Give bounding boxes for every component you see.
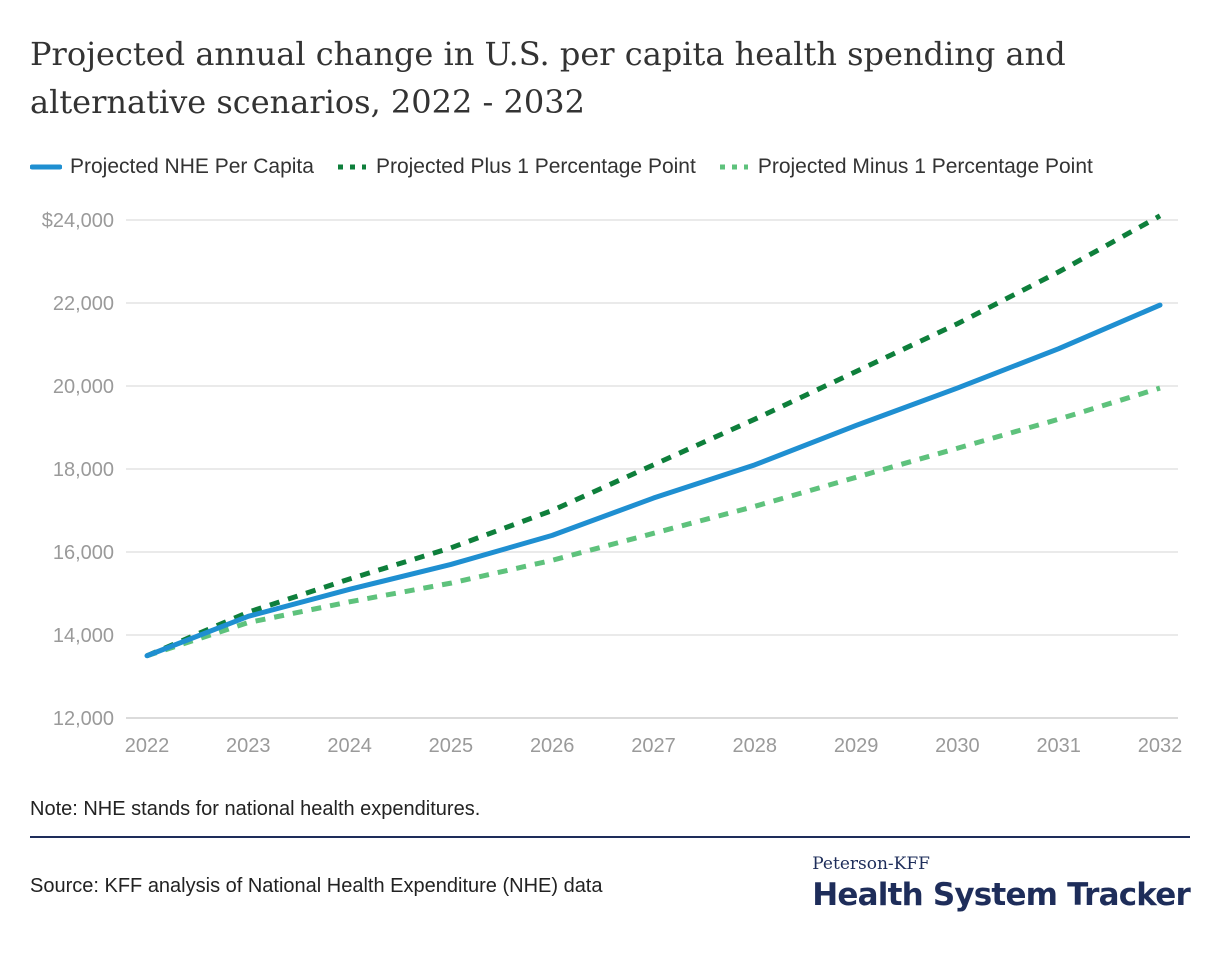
y-tick-label: 16,000 <box>53 542 114 564</box>
line-chart: 12,000 14,000 16,000 18,000 20,000 22,000 $24,… <box>42 210 1183 757</box>
legend-swatch-minus <box>719 164 748 170</box>
chart-source: Source: KFF analysis of National Health … <box>30 875 603 897</box>
brand-logo: Peterson-KFF Health System Tracker <box>812 853 1191 915</box>
x-tick-label: 2025 <box>429 735 474 757</box>
x-tick-label: 2027 <box>631 735 676 757</box>
x-tick-label: 2023 <box>226 735 271 757</box>
legend-swatch-nhe <box>30 164 62 170</box>
y-tick-label: 18,000 <box>53 459 114 481</box>
x-tick-label: 2031 <box>1036 735 1081 757</box>
x-tick-label: 2032 <box>1138 735 1183 757</box>
x-tick-label: 2028 <box>733 735 778 757</box>
y-tick-label: 20,000 <box>53 376 114 398</box>
chart-title: Projected annual change in U.S. per capi… <box>30 35 1066 121</box>
legend-item-minus: Projected Minus 1 Percentage Point <box>718 155 1093 179</box>
legend-label-plus: Projected Plus 1 Percentage Point <box>375 155 696 178</box>
y-tick-label: $24,000 <box>42 210 114 232</box>
y-tick-label: 12,000 <box>53 708 114 730</box>
y-tick-label: 14,000 <box>53 625 114 647</box>
x-tick-label: 2029 <box>834 735 879 757</box>
footer-divider <box>30 836 1190 838</box>
brand-main-text: Health System Tracker <box>812 877 1191 913</box>
x-tick-label: 2024 <box>327 735 372 757</box>
x-tick-label: 2030 <box>935 735 980 757</box>
x-tick-label: 2022 <box>125 735 170 757</box>
x-tick-label: 2026 <box>530 735 575 757</box>
legend-item-nhe: Projected NHE Per Capita <box>30 155 314 179</box>
legend-label-minus: Projected Minus 1 Percentage Point <box>757 155 1093 178</box>
y-tick-label: 22,000 <box>53 293 114 315</box>
series-line-0 <box>144 302 1163 659</box>
legend-swatch-plus <box>337 164 366 170</box>
series-line-1 <box>146 213 1162 659</box>
series-line-2 <box>146 385 1161 659</box>
brand-top-text: Peterson-KFF <box>812 854 930 874</box>
chart-note: Note: NHE stands for national health exp… <box>30 798 481 820</box>
legend-item-plus: Projected Plus 1 Percentage Point <box>336 155 696 179</box>
chart-legend: Projected NHE Per Capita Projected Plus … <box>30 152 1115 182</box>
legend-label-nhe: Projected NHE Per Capita <box>70 155 314 178</box>
